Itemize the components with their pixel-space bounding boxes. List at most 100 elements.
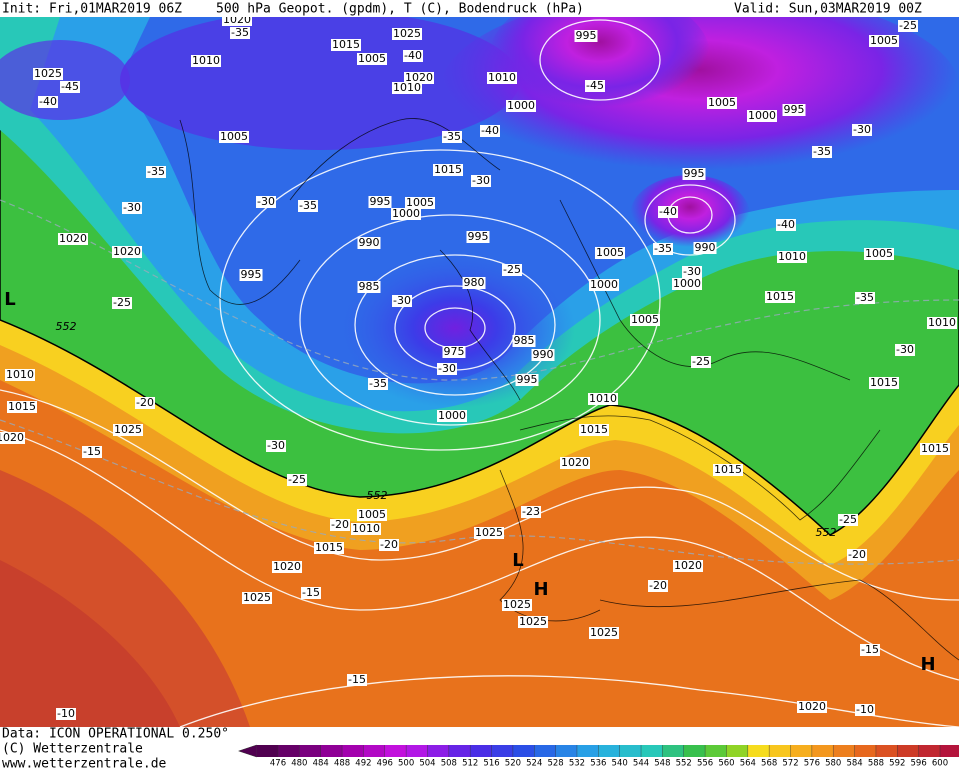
temperature-label-box <box>368 378 388 390</box>
temperature-label: -35 <box>231 26 249 39</box>
isobar-label: 1015 <box>580 423 608 436</box>
colorbar-tick-label: 540 <box>612 759 628 769</box>
colorbar-tick-label: 504 <box>419 759 435 769</box>
temperature-label: -30 <box>257 195 275 208</box>
temperature-label-box <box>403 50 423 62</box>
isobar-label-box <box>391 208 421 220</box>
colorbar-segment <box>363 745 386 757</box>
temperature-label: -20 <box>848 548 866 561</box>
temperature-label: -40 <box>38 95 58 108</box>
colorbar-segment <box>641 745 663 757</box>
isobar-label: 995 <box>576 29 597 42</box>
isobar-label-box <box>405 197 435 209</box>
temperature-label: -25 <box>839 513 857 526</box>
isobar-label: 985 <box>357 280 381 293</box>
header-band <box>0 0 959 17</box>
isobar-label-box <box>673 560 703 572</box>
isobar-label-box <box>589 627 619 639</box>
geopotential-label: 552 <box>367 489 388 502</box>
isobar-label: 1015 <box>765 290 795 303</box>
temperature-label-box <box>838 514 858 526</box>
isobar-label: 1015 <box>713 463 743 476</box>
temperature-label-box <box>298 200 318 212</box>
isobar-label: 1000 <box>391 207 421 220</box>
isobar-label-box <box>331 39 361 51</box>
isobar-label: 1005 <box>357 52 387 65</box>
temperature-label: -40 <box>481 124 499 137</box>
temperature-label: -40 <box>480 124 500 137</box>
temperature-label: -15 <box>860 643 880 656</box>
temperature-label-box <box>812 146 832 158</box>
isobar-label: 1015 <box>714 463 742 476</box>
isobar-label: 1020 <box>674 559 702 572</box>
isobar-label: 1015 <box>434 163 462 176</box>
website: www.wetterzentrale.de <box>2 757 167 770</box>
colorbar-segment <box>940 745 959 757</box>
colorbar: 476 480 484 488 492 496 500 504 508 512 516 520 524 5… <box>237 744 959 769</box>
temperature-label-box <box>347 674 367 686</box>
isobar-label: 1020 <box>0 431 24 444</box>
colorbar-end <box>237 744 257 758</box>
isobar-label: 1010 <box>6 368 34 381</box>
colorbar-segment <box>555 745 578 757</box>
temperature-label: -45 <box>586 79 604 92</box>
isobar-label: 1015 <box>315 541 343 554</box>
isobar-label: 1000 <box>673 277 701 290</box>
colorbar-segment <box>278 745 300 757</box>
temperature-label-box <box>301 587 321 599</box>
isobar-label-box <box>314 542 344 554</box>
temperature-label-box <box>230 27 250 39</box>
isobar-label-box <box>442 346 466 358</box>
temperature-label-box <box>852 124 872 136</box>
colorbar-segment <box>406 745 428 757</box>
temperature-label: -20 <box>331 518 349 531</box>
isobar-label: 1020 <box>797 700 827 713</box>
isobar-label: 1015 <box>869 376 899 389</box>
colorbar-segment <box>683 745 706 757</box>
isobar-label: 1020 <box>673 559 703 572</box>
temperature-label: -30 <box>852 123 872 136</box>
temperature-label-box <box>855 292 875 304</box>
colorbar-segment <box>726 745 749 757</box>
colorbar-segment <box>342 745 364 757</box>
isobar-label: 1020 <box>561 456 589 469</box>
colorbar-segment <box>790 745 813 757</box>
isobar-label-box <box>112 246 142 258</box>
temperature-label: -35 <box>442 130 462 143</box>
pressure-center: H <box>920 654 935 675</box>
temperature-label: -35 <box>813 145 831 158</box>
colorbar-segment <box>427 745 450 757</box>
colorbar-segment <box>854 745 877 757</box>
colorbar-tick-label: 600 <box>932 759 948 769</box>
geopotential-label: 552 <box>816 526 837 539</box>
temperature-label-box <box>691 356 711 368</box>
isobar-label: 1020 <box>0 431 25 444</box>
isobar-label: 1015 <box>332 38 360 51</box>
isobar-label: 995 <box>684 167 705 180</box>
isobar-label: 1005 <box>864 247 894 260</box>
temperature-label: -10 <box>855 703 875 716</box>
isobar-label: 1000 <box>672 277 702 290</box>
isobar-label: 995 <box>466 230 490 243</box>
isobar-label: 1010 <box>5 368 35 381</box>
isobar-label-box <box>272 561 302 573</box>
temperature-label-box <box>266 440 286 452</box>
isobar-label: 1005 <box>405 196 435 209</box>
temperature-label-box <box>898 20 918 32</box>
isobar-label: 995 <box>574 29 598 42</box>
temperature-label-box <box>60 81 80 93</box>
temperature-label: -30 <box>682 265 702 278</box>
temperature-label-box <box>585 80 605 92</box>
isobar-label: 1015 <box>314 541 344 554</box>
colorbar-segment <box>619 745 642 757</box>
colorbar-tick-label: 560 <box>718 759 734 769</box>
init-time: Init: Fri,01MAR2019 06Z <box>2 2 182 17</box>
temperature-label: -30 <box>123 201 141 214</box>
isobar-label-box <box>574 30 598 42</box>
temperature-label-box <box>658 206 678 218</box>
isobar-label-box <box>7 401 37 413</box>
temperature-label-box <box>653 243 673 255</box>
isobar-label-box <box>506 100 536 112</box>
isobar-label: 1025 <box>242 591 272 604</box>
isobar-label-box <box>242 592 272 604</box>
